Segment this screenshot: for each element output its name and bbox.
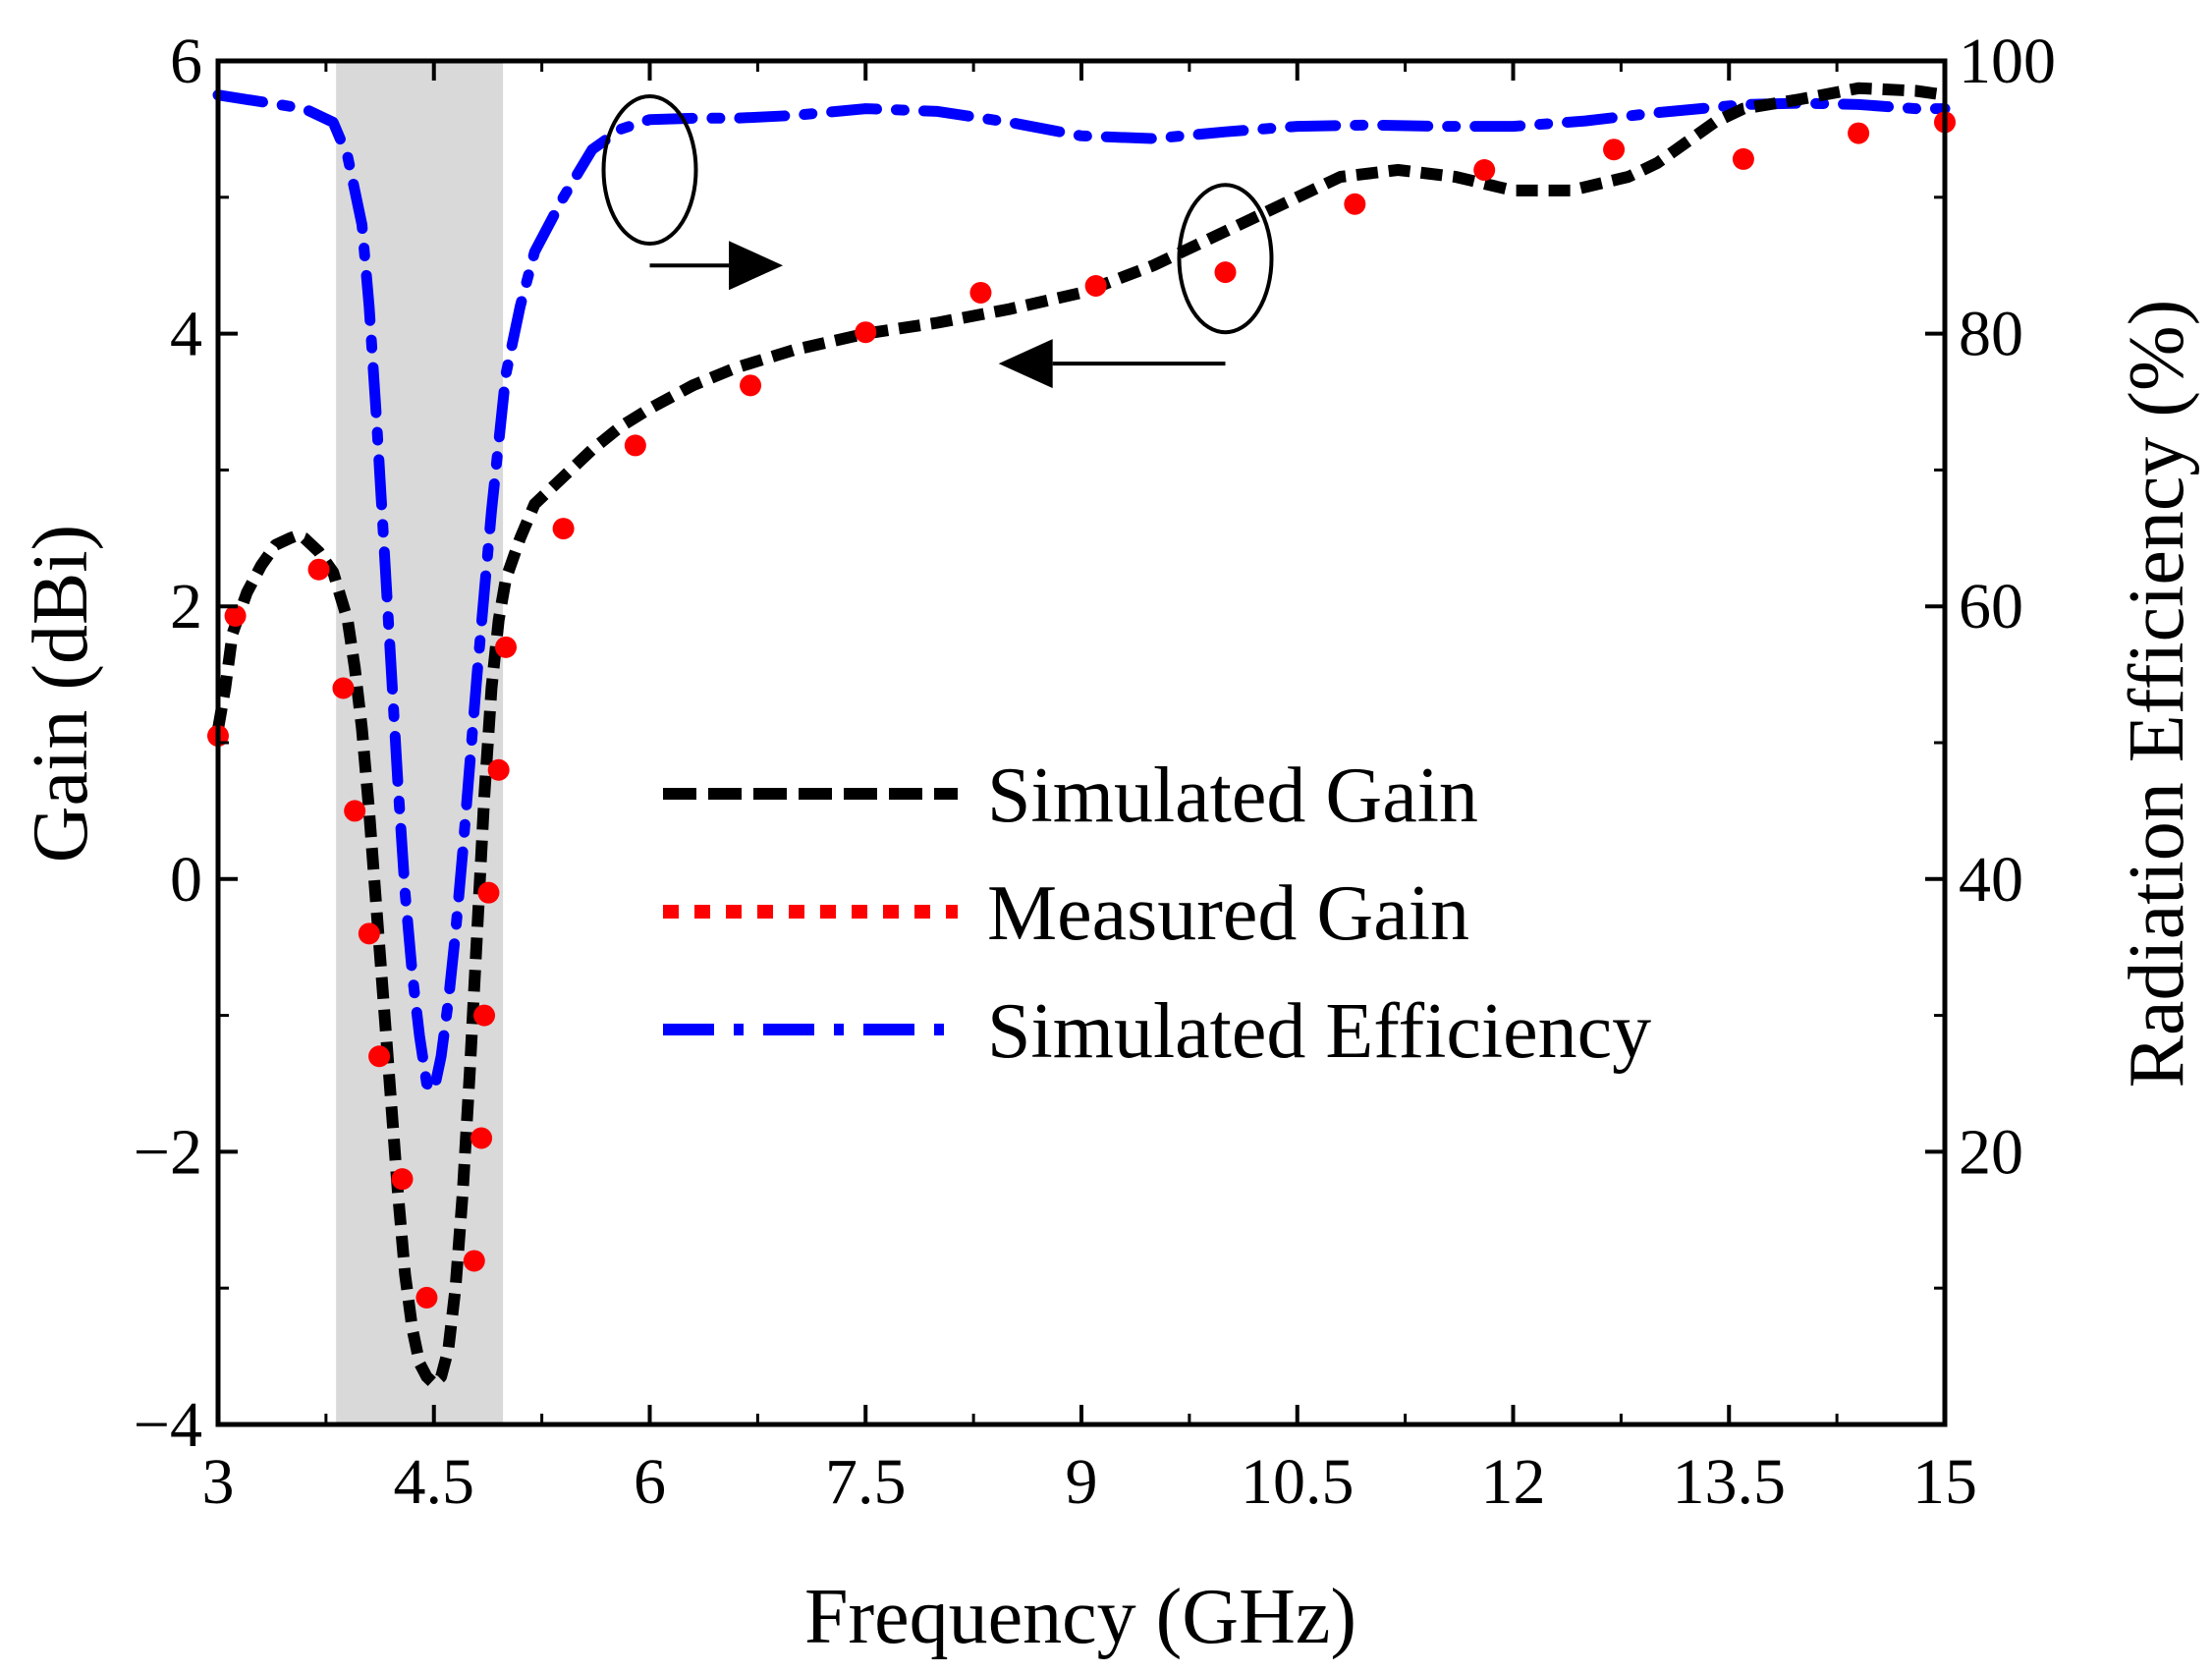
y-tick-label: 6	[170, 26, 202, 97]
x-tick-label: 9	[1066, 1446, 1098, 1518]
annotation-layer	[601, 94, 1274, 389]
y-tick-label: 4	[170, 299, 202, 370]
measured-gain-point	[1344, 193, 1366, 215]
x-tick-label: 13.5	[1673, 1446, 1787, 1518]
legend-simulated-gain-label: Simulated Gain	[987, 753, 1478, 839]
y-tick-label: 0	[170, 844, 202, 916]
x-tick-label: 4.5	[394, 1446, 475, 1518]
efficiency-annotation-ellipse	[601, 94, 698, 247]
x-axis-title: Frequency (GHz)	[804, 1574, 1356, 1660]
x-tick-label: 7.5	[825, 1446, 907, 1518]
measured-gain-point	[224, 604, 247, 627]
measured-gain-point	[1473, 159, 1496, 182]
legend: Simulated Gain Measured Gain Simulated Eff…	[663, 753, 1651, 1075]
x-tick-label: 15	[1912, 1446, 1977, 1518]
measured-gain-point	[473, 1004, 496, 1027]
measured-gain-point	[477, 881, 500, 904]
measured-gain-point	[495, 636, 517, 658]
measured-gain-point	[1603, 139, 1626, 161]
y-tick-label: −4	[134, 1389, 202, 1461]
shaded-band-layer	[336, 61, 504, 1424]
measured-gain-point	[1084, 275, 1107, 298]
measured-gain-point	[969, 281, 992, 304]
y-tick-label: 2	[170, 571, 202, 642]
measured-gain-point	[344, 800, 366, 822]
legend-measured-gain-label: Measured Gain	[987, 870, 1469, 957]
y2-tick-label: 40	[1959, 844, 2023, 916]
measured-gain-point	[470, 1127, 493, 1149]
measured-gain-point	[552, 518, 575, 540]
y-tick-label: −2	[134, 1116, 202, 1188]
left-arrow-icon	[998, 339, 1053, 389]
y-axis-title: Gain (dBi)	[18, 525, 104, 863]
measured-gain-point	[391, 1168, 414, 1191]
series-line-simulated-gain	[212, 82, 1946, 1390]
measured-gain-point	[307, 558, 330, 581]
measured-gain-point	[740, 374, 762, 397]
measured-gain-point	[332, 677, 355, 699]
axis-layer: 3 4.5 6 7.5 9 10.5 12 13.5 15 −4 −2 0 2 4 6 20 40 60 80 100	[134, 26, 2056, 1518]
y2-tick-label: 20	[1959, 1116, 2023, 1188]
measured-gain-point	[1732, 147, 1754, 170]
series-layer	[207, 82, 1956, 1390]
x-tick-label: 12	[1481, 1446, 1546, 1518]
shaded-band	[336, 61, 504, 1424]
measured-gain-point	[1848, 122, 1870, 144]
y2-tick-label: 80	[1959, 299, 2023, 370]
y2-tick-label: 100	[1959, 26, 2056, 97]
x-tick-label: 3	[202, 1446, 235, 1518]
measured-gain-point	[358, 922, 380, 945]
legend-simulated-efficiency-label: Simulated Efficiency	[987, 988, 1651, 1075]
measured-gain-point	[855, 321, 877, 344]
measured-gain-point	[1214, 261, 1237, 284]
gain-annotation-ellipse	[1177, 183, 1274, 335]
y2-tick-label: 60	[1959, 571, 2023, 642]
measured-gain-point	[415, 1286, 438, 1309]
x-tick-label: 6	[634, 1446, 666, 1518]
measured-gain-point	[487, 758, 510, 781]
y2-axis-title: Radiation Efficiency (%)	[2114, 300, 2200, 1088]
series-line-simulated-efficiency	[212, 89, 1951, 1096]
measured-gain-point	[368, 1045, 391, 1068]
right-arrow-icon	[729, 241, 784, 291]
x-tick-label: 10.5	[1241, 1446, 1355, 1518]
measured-gain-point	[463, 1250, 485, 1272]
measured-gain-point	[624, 434, 646, 457]
